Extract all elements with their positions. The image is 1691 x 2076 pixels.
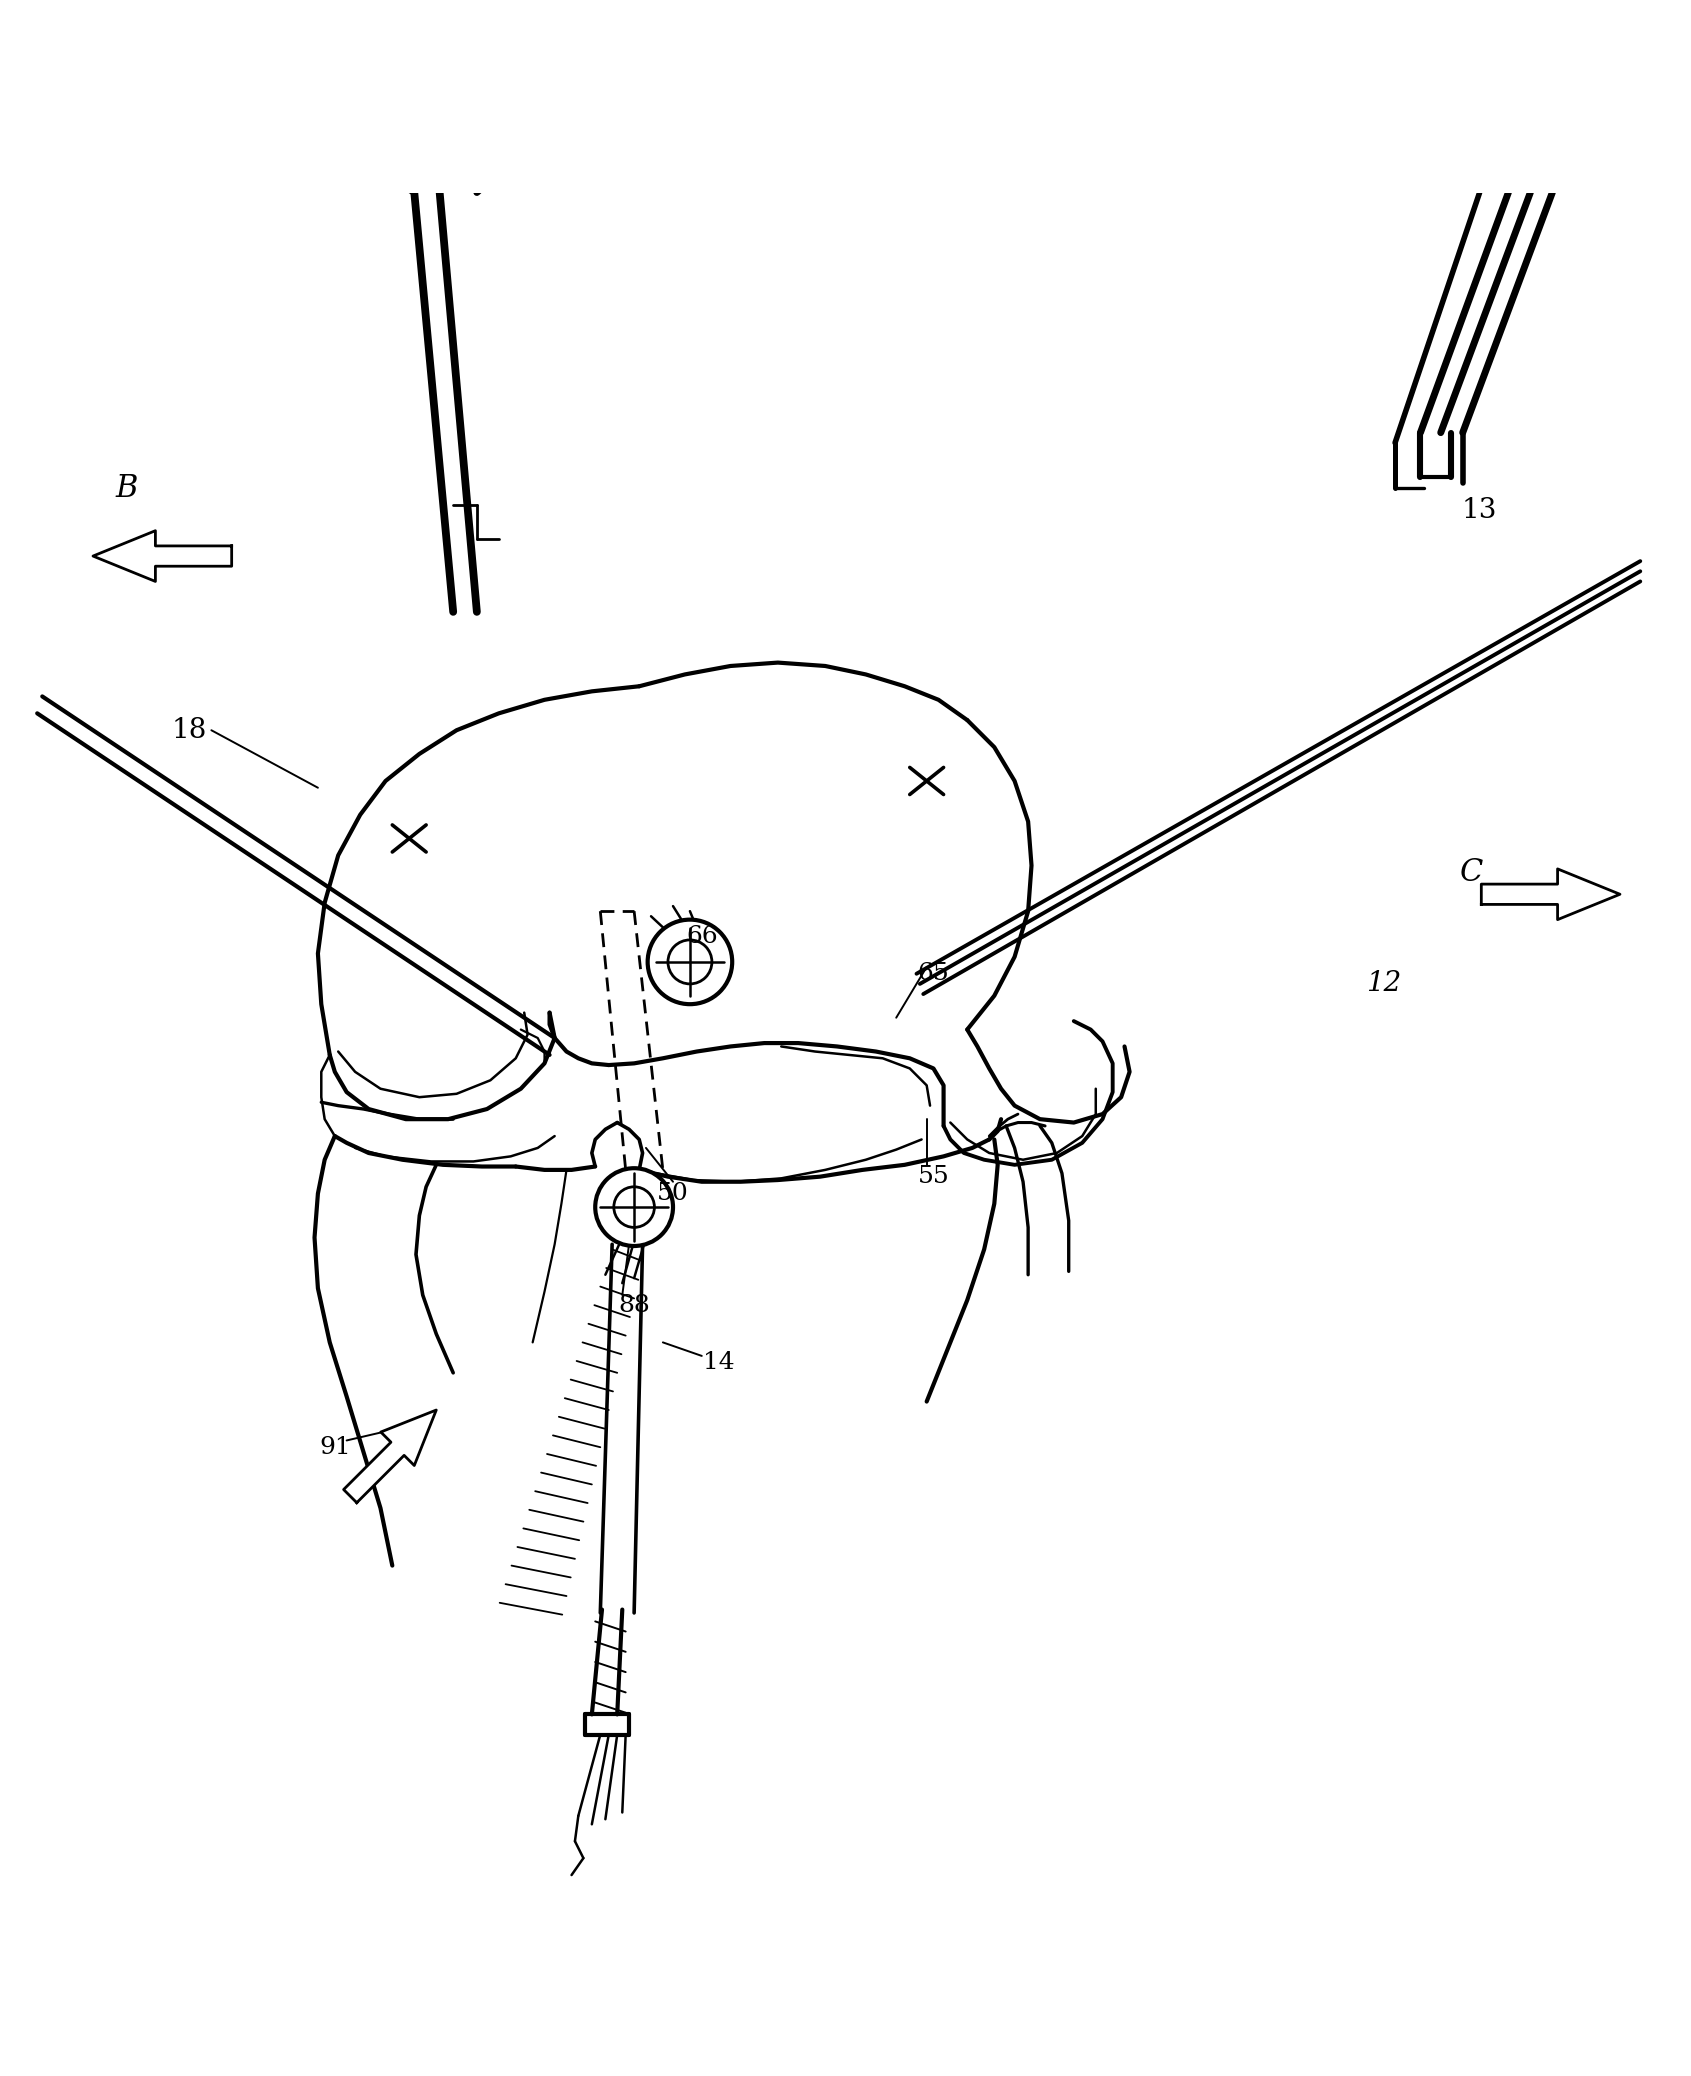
Text: 55: 55 bbox=[918, 1165, 949, 1187]
Circle shape bbox=[648, 920, 732, 1005]
Text: 13: 13 bbox=[1463, 496, 1497, 523]
Text: 65: 65 bbox=[918, 963, 949, 986]
Polygon shape bbox=[343, 1410, 436, 1503]
Circle shape bbox=[595, 1169, 673, 1246]
Text: C: C bbox=[1459, 857, 1483, 889]
Text: 18: 18 bbox=[172, 716, 206, 743]
Text: B: B bbox=[115, 473, 139, 504]
Polygon shape bbox=[1481, 870, 1620, 920]
Polygon shape bbox=[93, 531, 232, 581]
Text: 12: 12 bbox=[1366, 969, 1400, 996]
Text: 14: 14 bbox=[703, 1351, 734, 1374]
Text: 50: 50 bbox=[658, 1181, 688, 1204]
Text: 91: 91 bbox=[320, 1437, 350, 1459]
Text: 88: 88 bbox=[619, 1293, 649, 1316]
Text: 66: 66 bbox=[687, 926, 717, 949]
